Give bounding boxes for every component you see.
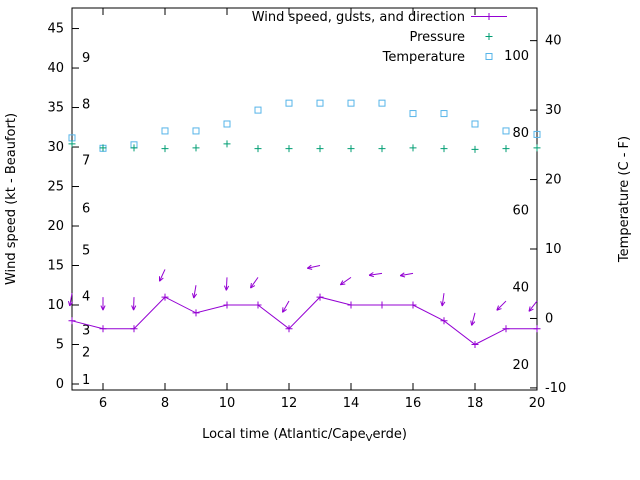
left-axis-title: Wind speed (kt - Beaufort) (4, 113, 19, 285)
svg-text:-10: -10 (545, 381, 566, 396)
svg-text:30: 30 (47, 140, 64, 155)
svg-text:45: 45 (47, 22, 64, 37)
svg-text:Pressure: Pressure (409, 30, 465, 45)
svg-text:5: 5 (56, 338, 64, 353)
svg-text:100: 100 (504, 49, 529, 64)
svg-text:8: 8 (161, 396, 169, 411)
svg-text:80: 80 (512, 126, 529, 141)
svg-text:Temperature: Temperature (382, 50, 465, 65)
svg-text:30: 30 (545, 103, 562, 118)
pressure-series (68, 140, 541, 153)
svg-text:4: 4 (82, 289, 90, 304)
svg-text:7: 7 (82, 153, 90, 168)
svg-text:14: 14 (343, 396, 360, 411)
svg-text:40: 40 (47, 61, 64, 76)
wind-gust-vectors (67, 264, 538, 326)
svg-text:6: 6 (99, 396, 107, 411)
svg-text:60: 60 (512, 203, 529, 218)
svg-text:25: 25 (47, 180, 64, 195)
svg-text:20: 20 (545, 173, 562, 188)
svg-text:1: 1 (82, 373, 90, 388)
svg-text:15: 15 (47, 259, 64, 274)
x-axis-title: Local time (Atlantic/CapeVerde) (202, 427, 407, 444)
svg-text:10: 10 (219, 396, 236, 411)
svg-text:5: 5 (82, 244, 90, 259)
svg-text:20: 20 (47, 219, 64, 234)
axes: 6 8 10 12 14 16 18 20051015202530354045-1001020… (47, 7, 566, 411)
svg-text:20: 20 (529, 396, 546, 411)
right-axis-title: Temperature (C - F) (617, 136, 632, 263)
svg-text:9: 9 (82, 51, 90, 66)
axis-titles: Wind speed (kt - Beaufort) Temperature (C… (4, 113, 632, 444)
svg-text:3: 3 (82, 323, 90, 338)
svg-text:2: 2 (82, 345, 90, 360)
svg-text:8: 8 (82, 97, 90, 112)
svg-text:40: 40 (545, 34, 562, 49)
svg-text:Wind speed, gusts, and directi: Wind speed, gusts, and direction (252, 10, 465, 25)
svg-text:16: 16 (405, 396, 422, 411)
svg-text:0: 0 (545, 311, 553, 326)
wind-speed-series (68, 293, 541, 349)
svg-text:10: 10 (47, 298, 64, 313)
svg-text:18: 18 (467, 396, 484, 411)
temperature-series (68, 99, 541, 152)
legend: Wind speed, gusts, and direction Pressure… (252, 10, 507, 65)
svg-text:20: 20 (512, 358, 529, 373)
svg-text:0: 0 (56, 377, 64, 392)
svg-text:12: 12 (281, 396, 298, 411)
svg-text:6: 6 (82, 202, 90, 217)
inner-scale-labels: 1 2 3 4 5 6 7 8 9 20 40 60 80 100 (82, 49, 529, 388)
svg-text:35: 35 (47, 101, 64, 116)
svg-text:40: 40 (512, 281, 529, 296)
svg-text:10: 10 (545, 242, 562, 257)
